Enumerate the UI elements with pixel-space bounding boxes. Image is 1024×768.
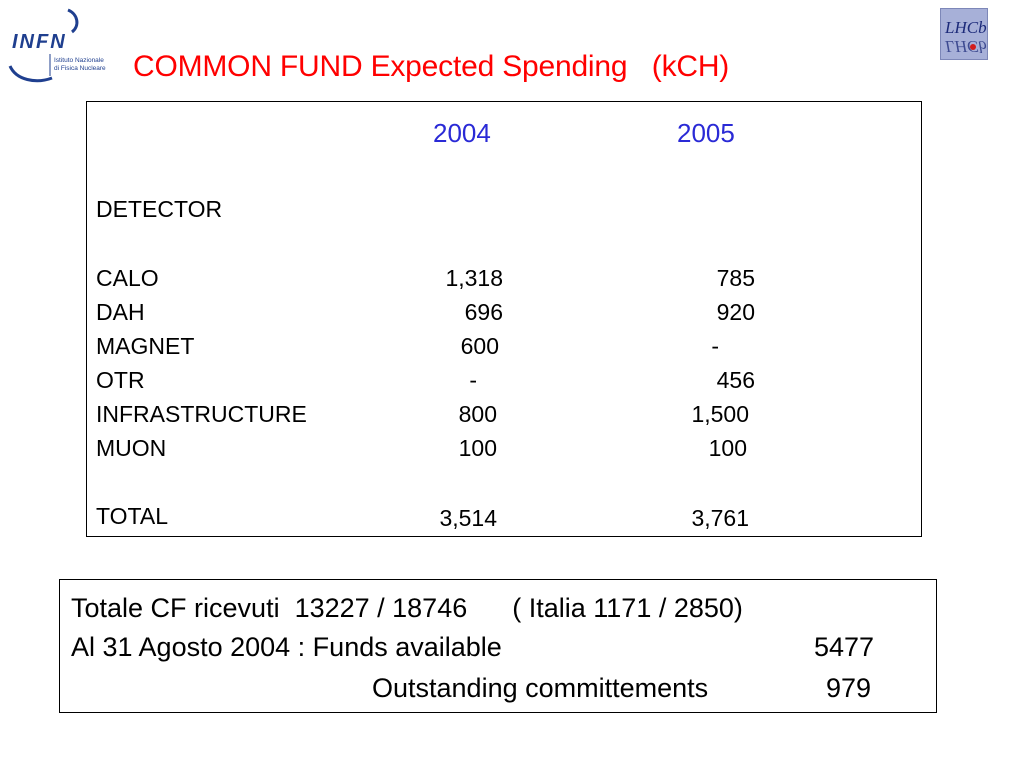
row-label: INFRASTRUCTURE: [96, 401, 307, 427]
row-value-2004: 100: [458, 435, 497, 461]
summary-outstanding-label: Outstanding committements: [372, 673, 709, 703]
row-value-2005: 456: [716, 367, 755, 393]
row-value-2004: 800: [458, 401, 497, 427]
row-value-2004: -: [469, 367, 477, 393]
summary-funds-label: Al 31 Agosto 2004 : Funds available: [71, 632, 502, 662]
total-value-2005: 3,761: [691, 505, 749, 531]
infn-logo: INFN Istituto Nazionale di Fisica Nuclea…: [8, 8, 106, 83]
row-value-2005: 785: [716, 265, 755, 291]
lhcb-logo: LHCb LHCb: [940, 8, 988, 60]
row-label: MUON: [96, 435, 167, 461]
funds-summary: Totale CF ricevuti 13227 / 18746 ( Itali…: [59, 579, 937, 713]
row-value-2004: 1,318: [445, 265, 503, 291]
row-value-2004: 696: [464, 299, 503, 325]
svg-text:LHCb: LHCb: [944, 37, 987, 56]
row-label: MAGNET: [96, 333, 195, 359]
row-label: CALO: [96, 265, 159, 291]
year-header-2004: 2004: [433, 118, 491, 148]
row-value-2005: 1,500: [691, 401, 749, 427]
row-value-2005: 920: [716, 299, 755, 325]
row-label: DAH: [96, 299, 145, 325]
svg-text:INFN: INFN: [12, 31, 67, 53]
total-label: TOTAL: [96, 503, 168, 529]
total-value-2004: 3,514: [439, 505, 497, 531]
summary-outstanding-value: 979: [826, 673, 872, 703]
svg-text:LHCb: LHCb: [944, 18, 987, 37]
svg-text:Istituto Nazionale: Istituto Nazionale: [54, 57, 104, 64]
spending-table: 2004 2005 DETECTOR CALO 1,318 785 DAH 69…: [86, 101, 922, 537]
row-value-2005: 100: [708, 435, 747, 461]
svg-text:di Fisica Nucleare: di Fisica Nucleare: [54, 65, 106, 72]
row-value-2004: 600: [460, 333, 499, 359]
section-label: DETECTOR: [96, 196, 223, 222]
row-label: OTR: [96, 367, 145, 393]
row-value-2005: -: [711, 333, 719, 359]
summary-funds-value: 5477: [814, 632, 875, 662]
summary-received: Totale CF ricevuti 13227 / 18746 ( Itali…: [71, 593, 743, 623]
page-title: COMMON FUND Expected Spending (kCH): [133, 50, 730, 83]
year-header-2005: 2005: [677, 118, 735, 148]
